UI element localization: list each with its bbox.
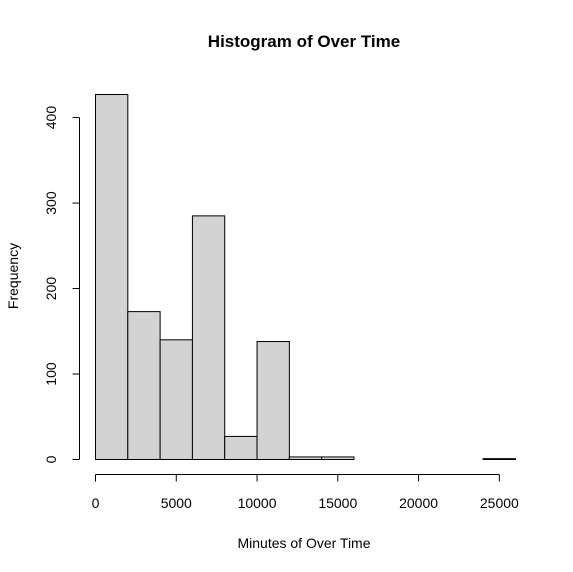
x-tick-label: 10000: [238, 495, 277, 511]
histogram-bar: [95, 94, 129, 460]
x-axis-label: Minutes of Over Time: [237, 535, 370, 551]
histogram-bar: [288, 456, 323, 461]
histogram-bar: [127, 311, 161, 460]
histogram-bar: [159, 339, 193, 460]
histogram-bar: [224, 435, 258, 461]
chart-title: Histogram of Over Time: [208, 32, 400, 51]
histogram-bar: [482, 458, 517, 460]
y-axis-label: Frequency: [5, 243, 21, 309]
y-tick-label: 200: [43, 277, 59, 301]
y-tick-label: 0: [43, 455, 59, 463]
y-tick-label: 100: [43, 362, 59, 386]
x-tick-label: 0: [92, 495, 100, 511]
x-tick-label: 5000: [161, 495, 192, 511]
histogram-bar: [256, 341, 290, 461]
histogram-bar: [321, 456, 355, 461]
x-axis: 0 5000 10000 15000 20000 25000: [92, 474, 519, 511]
y-axis: 0 100 200 300 400: [43, 106, 80, 463]
x-tick-label: 20000: [399, 495, 438, 511]
x-tick-label: 15000: [318, 495, 357, 511]
histogram-bar: [191, 215, 226, 460]
y-tick-label: 300: [43, 191, 59, 215]
y-tick-label: 400: [43, 106, 59, 130]
bars-group: [95, 94, 517, 461]
x-tick-label: 25000: [480, 495, 519, 511]
